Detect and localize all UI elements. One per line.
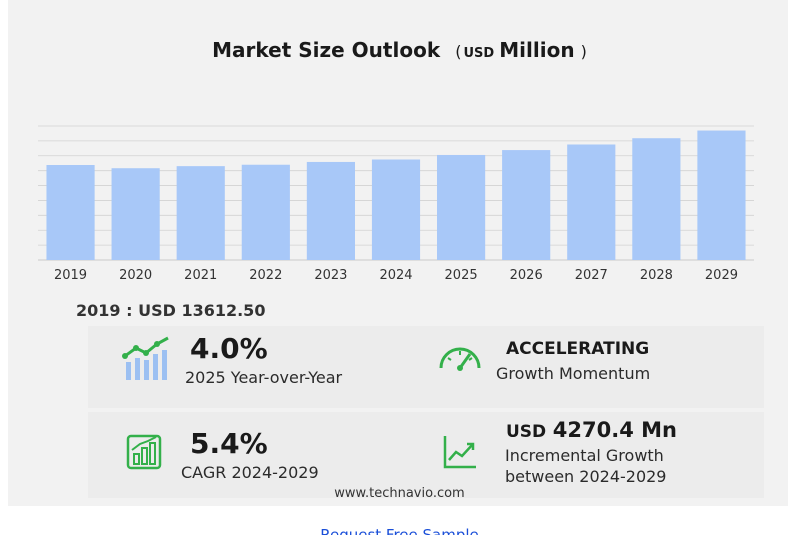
yoy-label: 2025 Year-over-Year	[185, 368, 343, 387]
x-tick-label: 2019	[54, 268, 87, 283]
bar-2019[interactable]	[46, 164, 95, 260]
yoy-value: 4.0%	[190, 332, 268, 365]
title-paren-close: )	[580, 42, 587, 61]
bar-2021[interactable]	[176, 166, 225, 260]
title-paren-open: (	[455, 42, 462, 61]
incremental-headline: USD 4270.4 Mn	[506, 418, 677, 442]
incremental-label-line1: Incremental Growth	[505, 446, 664, 465]
x-tick-label: 2024	[379, 268, 412, 283]
bar-2023[interactable]	[306, 161, 355, 260]
bar-2026[interactable]	[502, 150, 551, 260]
title-scale: Million	[499, 38, 575, 62]
x-tick-label: 2029	[705, 268, 738, 283]
bar-2025[interactable]	[437, 154, 486, 260]
bar-growth-icon	[126, 434, 162, 470]
x-tick-label: 2021	[184, 268, 217, 283]
momentum-label: Growth Momentum	[496, 364, 651, 383]
x-tick-label: 2028	[640, 268, 673, 283]
chart-title: Market Size Outlook (USD Million)	[0, 38, 799, 62]
cagr-value: 5.4%	[190, 427, 268, 460]
x-tick-label: 2020	[119, 268, 152, 283]
bar-2020[interactable]	[111, 168, 160, 260]
bar-2024[interactable]	[371, 159, 421, 261]
x-tick-label: 2025	[445, 268, 478, 283]
request-sample-link[interactable]: Request Free Sample	[320, 526, 479, 535]
title-unit: USD	[463, 46, 495, 61]
trend-line-icon	[443, 436, 476, 469]
x-tick-label: 2023	[314, 268, 347, 283]
source-url[interactable]: www.technavio.com	[334, 486, 465, 501]
title-main: Market Size Outlook	[212, 38, 441, 62]
bar-chart: 2019 2020 2021 2022 2023 2024 2025 2026 2027 2028…	[38, 125, 754, 283]
stat-band-bottom	[88, 412, 764, 498]
x-tick-label: 2027	[575, 268, 608, 283]
incremental-label-line2: between 2024-2029	[505, 467, 667, 486]
speedometer-icon	[439, 347, 481, 371]
incremental-value: 4270.4 Mn	[552, 418, 677, 442]
x-tick-label: 2022	[249, 268, 282, 283]
bar-2027[interactable]	[567, 144, 616, 260]
base-year-value: 2019 : USD 13612.50	[76, 301, 266, 320]
bar-2028[interactable]	[632, 138, 681, 260]
bar-2029[interactable]	[697, 130, 746, 260]
cagr-label: CAGR 2024-2029	[181, 463, 319, 482]
momentum-value: ACCELERATING	[506, 339, 650, 359]
stat-band-top	[88, 326, 764, 408]
growth-chart-icon	[122, 336, 169, 380]
bar-2022[interactable]	[241, 164, 290, 260]
incremental-unit: USD	[506, 422, 547, 442]
x-tick-label: 2026	[510, 268, 543, 283]
